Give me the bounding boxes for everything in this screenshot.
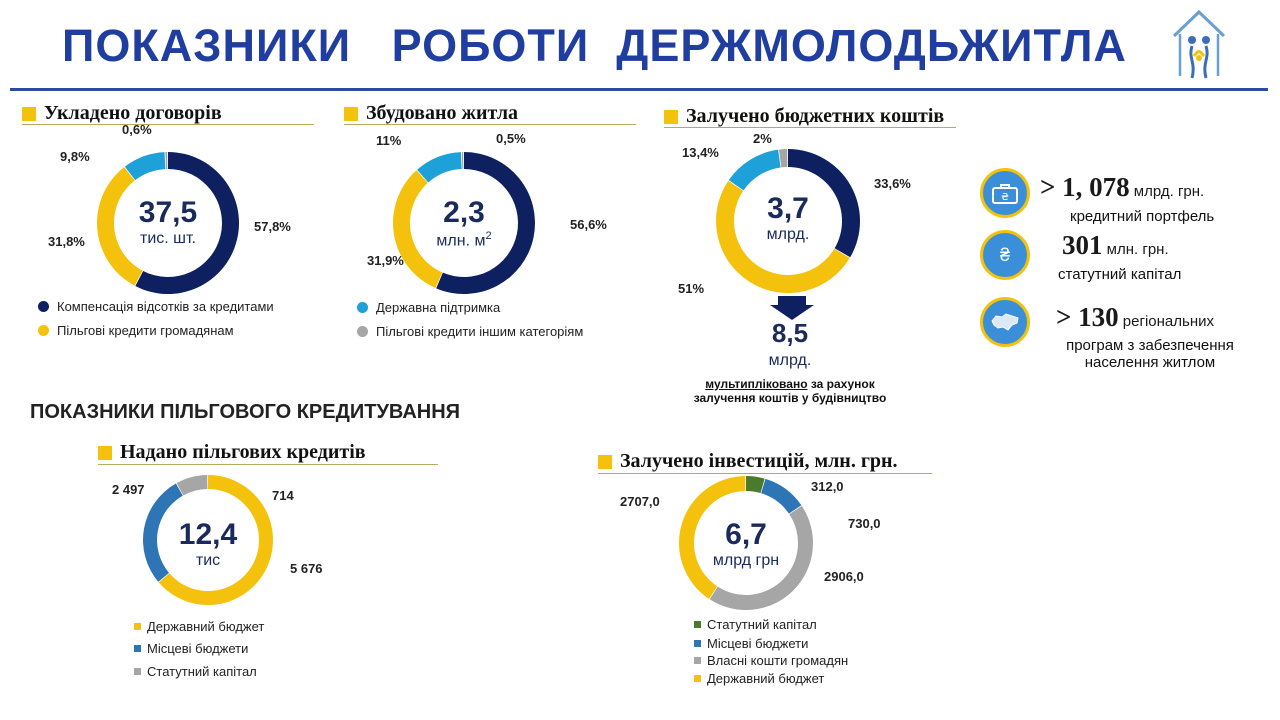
section-contracts-title: Укладено договорів	[22, 102, 222, 125]
pie-slice	[436, 152, 535, 294]
stat-programs-caption: програм з забезпечення населення житлом	[1066, 337, 1234, 371]
pie-slice	[728, 149, 781, 191]
data-label: 312,0	[811, 479, 844, 494]
pie-slice	[746, 476, 765, 494]
pie-slice	[142, 483, 183, 582]
center-label-loans: 12,4 тис	[178, 518, 238, 569]
pie-slice	[761, 478, 802, 514]
pie-slice	[679, 476, 746, 599]
section-budget-title: Залучено бюджетних коштів	[664, 105, 944, 128]
multiplier-unit: млрд.	[768, 352, 812, 369]
arrow-down-icon	[770, 296, 814, 320]
legend-item-local-budgets: Місцеві бюджети	[694, 636, 808, 651]
pie-slice	[417, 152, 462, 183]
data-label: 5 676	[290, 561, 323, 576]
multiplier-value: 8,5	[771, 318, 809, 348]
svg-text:₴: ₴	[1001, 192, 1009, 203]
legend-item-other-categories: Пільгові кредити іншим категоріям	[357, 324, 583, 339]
legend-item-local-budgets: Місцеві бюджети	[134, 641, 248, 656]
ukraine-map-icon	[980, 297, 1030, 347]
pie-slice	[97, 167, 143, 286]
data-label: 33,6%	[874, 176, 911, 191]
donut-chart-housing	[393, 152, 535, 294]
legend-item-compensation: Компенсація відсотків за кредитами	[38, 299, 274, 314]
data-label: 0,5%	[496, 131, 526, 146]
data-label: 11%	[376, 133, 402, 148]
title-divider	[10, 88, 1268, 91]
stat-capital-caption: статутний капітал	[1058, 266, 1182, 283]
pie-slice	[176, 475, 208, 496]
pie-slice	[716, 180, 850, 293]
data-label: 56,6%	[570, 217, 607, 232]
legend-item-citizens-funds: Власні кошти громадян	[694, 653, 848, 668]
data-label: 2 497	[112, 482, 145, 497]
data-label: 2%	[753, 131, 772, 146]
legend-item-citizens: Пільгові кредити громадянам	[38, 323, 234, 338]
data-label: 9,8%	[60, 149, 90, 164]
data-label: 31,9%	[367, 253, 404, 268]
center-label-housing: 2,3 млн. м2	[436, 196, 492, 250]
briefcase-icon: ₴	[980, 168, 1030, 218]
data-label: 31,8%	[48, 234, 85, 249]
pie-slice	[461, 152, 464, 170]
donut-chart-contracts	[97, 152, 239, 294]
stat-capital-value: 301 млн. грн.	[1062, 230, 1169, 260]
pie-slice	[393, 170, 443, 288]
donut-chart-loans	[142, 475, 273, 605]
data-label: 13,4%	[682, 145, 719, 160]
pie-slice	[124, 152, 166, 181]
pie-slice	[165, 152, 168, 170]
center-label-budget: 3,7 млрд.	[766, 192, 810, 243]
hryvnia-icon: ₴	[980, 230, 1030, 280]
data-label: 57,8%	[254, 219, 291, 234]
section-investments-title: Залучено інвестицій, млн. грн.	[598, 450, 898, 473]
legend-item-state-support: Державна підтримка	[357, 300, 500, 315]
pie-slice	[709, 505, 813, 610]
multiplier-caption: мультипліковано за рахунок залучення кош…	[693, 377, 887, 405]
donut-chart-investments	[679, 476, 813, 610]
legend-item-state-budget: Державний бюджет	[694, 671, 824, 686]
page-title: ПОКАЗНИКИ РОБОТИ ДЕРЖМОЛОДЬЖИТЛА	[62, 20, 1127, 71]
stat-programs-value: > 130 регіональних	[1056, 302, 1214, 332]
subtitle-preferential-lending: ПОКАЗНИКИ ПІЛЬГОВОГО КРЕДИТУВАННЯ	[30, 401, 461, 423]
data-label: 714	[272, 488, 294, 503]
data-label: 730,0	[848, 516, 881, 531]
data-label: 2707,0	[620, 494, 660, 509]
donut-chart-budget	[716, 149, 860, 293]
legend-item-authorized-capital: Статутний капітал	[134, 664, 257, 679]
stat-portfolio-value: > 1, 078 млрд. грн.	[1040, 172, 1205, 202]
data-label: 0,6%	[122, 122, 152, 137]
pie-slice	[135, 152, 239, 294]
house-family-icon	[1172, 9, 1226, 79]
legend-item-state-budget: Державний бюджет	[134, 619, 264, 634]
data-label: 51%	[678, 281, 705, 296]
section-housing-title: Збудовано житла	[344, 102, 518, 125]
center-label-investments: 6,7 млрд грн	[712, 518, 780, 569]
data-label: 2906,0	[824, 569, 864, 584]
legend-item-authorized-capital: Статутний капітал	[694, 617, 817, 632]
pie-slice	[788, 149, 860, 258]
pie-slice	[778, 149, 788, 168]
pie-slice	[158, 475, 273, 605]
section-loans-title: Надано пільгових кредитів	[98, 441, 366, 464]
center-label-contracts: 37,5 тис. шт.	[138, 196, 198, 247]
stat-portfolio-caption: кредитний портфель	[1070, 208, 1215, 225]
